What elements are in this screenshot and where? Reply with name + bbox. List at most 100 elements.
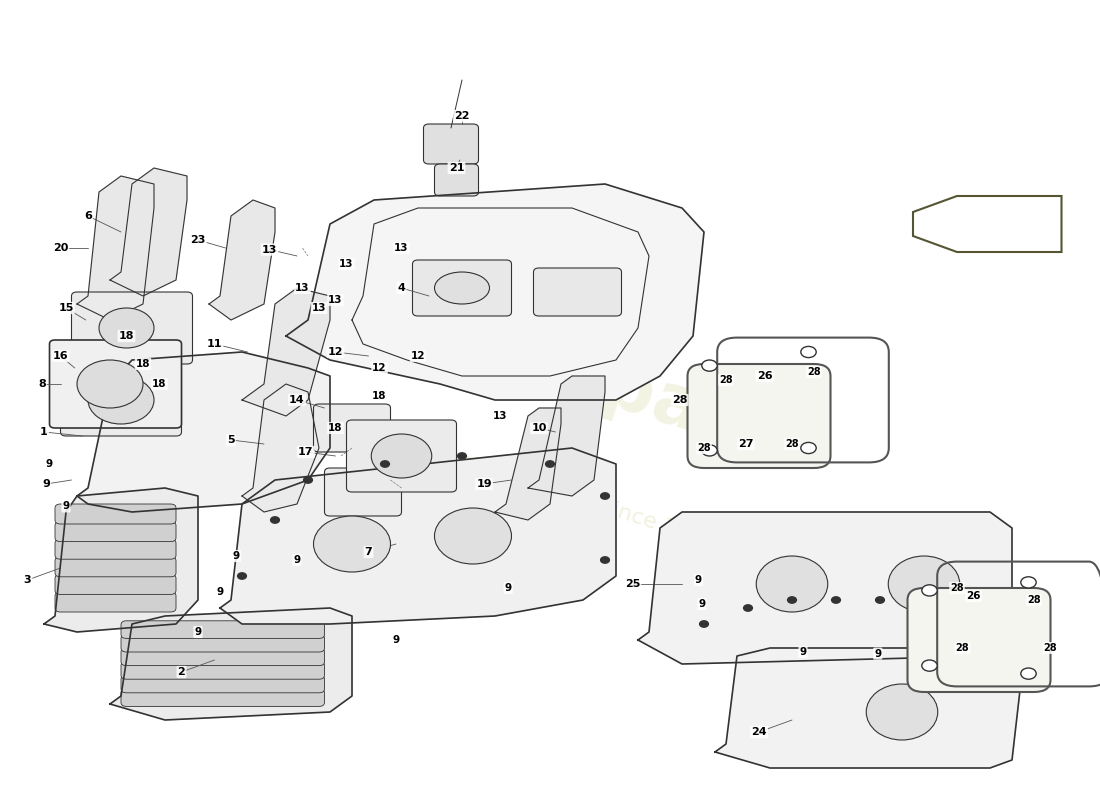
Text: 9: 9: [46, 459, 53, 469]
Polygon shape: [220, 448, 616, 624]
Polygon shape: [77, 176, 154, 320]
Text: 7: 7: [364, 547, 373, 557]
Text: 18: 18: [372, 391, 387, 401]
FancyBboxPatch shape: [55, 504, 176, 524]
Ellipse shape: [757, 556, 827, 612]
Text: 26: 26: [966, 591, 981, 601]
Circle shape: [1021, 577, 1036, 588]
Text: 28: 28: [1027, 595, 1041, 605]
Text: 13: 13: [262, 245, 277, 254]
FancyBboxPatch shape: [314, 404, 390, 452]
Text: 4: 4: [397, 283, 406, 293]
FancyBboxPatch shape: [55, 557, 176, 577]
Text: 28: 28: [956, 643, 969, 653]
Text: 9: 9: [294, 555, 300, 565]
Text: 28: 28: [719, 375, 733, 385]
FancyBboxPatch shape: [324, 468, 402, 516]
Ellipse shape: [372, 434, 431, 478]
Circle shape: [832, 597, 840, 603]
Circle shape: [964, 605, 972, 611]
Circle shape: [702, 445, 717, 456]
Text: 13: 13: [339, 259, 354, 269]
Text: 10: 10: [531, 423, 547, 433]
Polygon shape: [286, 184, 704, 400]
Polygon shape: [528, 376, 605, 496]
Circle shape: [77, 360, 143, 408]
Text: 28: 28: [697, 443, 711, 453]
Circle shape: [876, 597, 884, 603]
Text: 28: 28: [1044, 643, 1057, 653]
Text: 25: 25: [625, 579, 640, 589]
Text: 9: 9: [505, 583, 512, 593]
Circle shape: [922, 585, 937, 596]
Text: 12: 12: [328, 347, 343, 357]
Text: 18: 18: [328, 423, 343, 433]
Circle shape: [744, 605, 752, 611]
Circle shape: [702, 360, 717, 371]
Polygon shape: [209, 200, 275, 320]
FancyBboxPatch shape: [121, 648, 324, 666]
Circle shape: [700, 621, 708, 627]
Text: 13: 13: [311, 303, 327, 313]
Text: 1: 1: [40, 427, 48, 437]
Text: 9: 9: [63, 502, 69, 511]
FancyBboxPatch shape: [60, 364, 182, 436]
Text: 9: 9: [217, 587, 223, 597]
Circle shape: [801, 442, 816, 454]
Text: 13: 13: [328, 295, 343, 305]
Text: 11: 11: [207, 339, 222, 349]
Text: 9: 9: [698, 599, 705, 609]
Ellipse shape: [434, 508, 512, 564]
Text: 21: 21: [449, 163, 464, 173]
Circle shape: [922, 660, 937, 671]
Text: 13: 13: [295, 283, 310, 293]
FancyBboxPatch shape: [412, 260, 512, 316]
FancyBboxPatch shape: [55, 574, 176, 594]
Polygon shape: [110, 168, 187, 296]
Text: 8: 8: [37, 379, 46, 389]
Text: a parts supplier since 1985: a parts supplier since 1985: [425, 440, 719, 552]
FancyBboxPatch shape: [55, 522, 176, 542]
Text: 27: 27: [738, 439, 754, 449]
Text: 12: 12: [372, 363, 387, 373]
Text: 3: 3: [24, 575, 31, 585]
Text: 16: 16: [53, 351, 68, 361]
FancyBboxPatch shape: [72, 292, 192, 364]
Circle shape: [546, 461, 554, 467]
FancyBboxPatch shape: [121, 689, 324, 706]
Polygon shape: [242, 288, 330, 416]
Polygon shape: [44, 488, 198, 632]
Text: 9: 9: [393, 635, 399, 645]
Circle shape: [238, 573, 246, 579]
Polygon shape: [242, 384, 319, 512]
FancyBboxPatch shape: [908, 588, 1050, 692]
Circle shape: [381, 461, 389, 467]
Ellipse shape: [867, 684, 937, 740]
Text: 9: 9: [195, 627, 201, 637]
Circle shape: [271, 517, 279, 523]
FancyBboxPatch shape: [121, 621, 324, 638]
FancyBboxPatch shape: [50, 340, 182, 428]
Text: 24: 24: [751, 727, 767, 737]
FancyBboxPatch shape: [346, 420, 456, 492]
Text: 20: 20: [53, 243, 68, 253]
Text: 5: 5: [228, 435, 234, 445]
FancyBboxPatch shape: [424, 124, 478, 164]
Text: 2: 2: [177, 667, 186, 677]
Circle shape: [920, 597, 928, 603]
Text: 18: 18: [135, 359, 151, 369]
Polygon shape: [715, 648, 1023, 768]
Circle shape: [1021, 668, 1036, 679]
Text: 28: 28: [807, 367, 821, 377]
Text: 23: 23: [190, 235, 206, 245]
Circle shape: [458, 453, 466, 459]
Circle shape: [986, 621, 994, 627]
FancyBboxPatch shape: [55, 539, 176, 559]
Text: 6: 6: [84, 211, 92, 221]
Text: 17: 17: [298, 447, 314, 457]
Ellipse shape: [434, 272, 490, 304]
Circle shape: [801, 346, 816, 358]
Text: 13: 13: [394, 243, 409, 253]
FancyBboxPatch shape: [688, 364, 830, 468]
Ellipse shape: [314, 516, 390, 572]
